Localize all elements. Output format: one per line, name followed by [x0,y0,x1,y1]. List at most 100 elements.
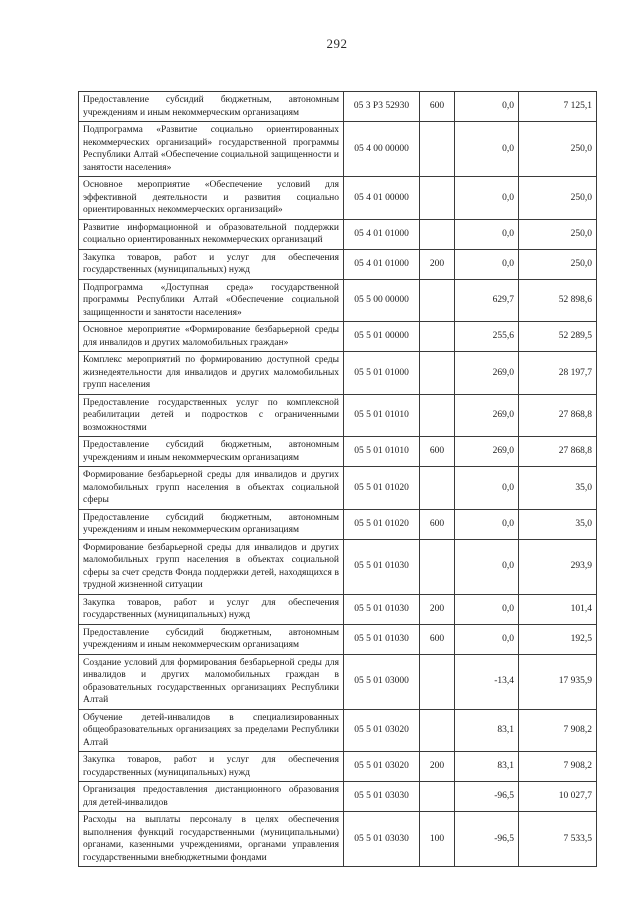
row-amount-change-cell: 0,0 [454,121,519,177]
row-description-cell: Подпрограмма «Доступная среда» государст… [78,278,344,322]
row-amount-total-cell: 7 908,2 [518,708,597,752]
row-description-cell: Закупка товаров, работ и услуг для обесп… [78,751,344,782]
table-row: Создание условий для формирования безбар… [78,653,597,710]
row-code-cell: 05 3 Р3 52930 [343,91,420,122]
table-row: Основное мероприятие «Формирование безба… [78,321,597,352]
row-code-cell: 05 5 01 03030 [343,781,420,812]
row-code-cell: 05 5 01 01030 [343,593,420,625]
row-amount-change-cell: -96,5 [454,781,519,812]
row-amount-change-cell: 269,0 [454,393,519,437]
row-description-cell: Закупка товаров, работ и услуг для обесп… [78,248,344,280]
row-expense-type-cell: 100 [419,811,455,867]
row-description-cell: Подпрограмма «Развитие социально ориенти… [78,121,344,177]
table-row: Обучение детей-инвалидов в специализиров… [78,708,597,752]
row-expense-type-cell [419,653,455,710]
row-amount-total-cell: 7 533,5 [518,811,597,867]
row-description-cell: Формирование безбарьерной среды для инва… [78,538,344,595]
row-expense-type-cell [419,218,455,250]
row-amount-change-cell: 0,0 [454,91,519,122]
table-row: Предоставление субсидий бюджетным, автон… [78,508,597,540]
row-code-cell: 05 5 01 03000 [343,653,420,710]
row-description-cell: Создание условий для формирования безбар… [78,653,344,710]
row-code-cell: 05 5 01 03020 [343,708,420,752]
row-amount-total-cell: 52 898,6 [518,278,597,322]
row-description-cell: Закупка товаров, работ и услуг для обесп… [78,593,344,625]
row-code-cell: 05 5 01 01030 [343,538,420,595]
table-row: Предоставление субсидий бюджетным, автон… [78,436,597,467]
row-code-cell: 05 5 01 03020 [343,751,420,782]
row-expense-type-cell [419,708,455,752]
row-code-cell: 05 4 01 00000 [343,176,420,220]
table-row: Предоставление субсидий бюджетным, автон… [78,91,597,122]
row-amount-total-cell: 7 908,2 [518,751,597,782]
table-row: Основное мероприятие «Обеспечение услови… [78,176,597,220]
row-amount-change-cell: 255,6 [454,321,519,352]
row-amount-total-cell: 250,0 [518,248,597,280]
row-amount-total-cell: 27 868,8 [518,436,597,467]
row-expense-type-cell: 600 [419,623,455,655]
row-amount-total-cell: 17 935,9 [518,653,597,710]
table-row: Формирование безбарьерной среды для инва… [78,466,597,510]
table-row: Расходы на выплаты персоналу в целях обе… [78,811,597,867]
row-code-cell: 05 4 01 01000 [343,218,420,250]
row-amount-total-cell: 101,4 [518,593,597,625]
table-row: Развитие информационной и образовательно… [78,218,597,250]
row-expense-type-cell: 200 [419,751,455,782]
row-expense-type-cell: 200 [419,248,455,280]
row-description-cell: Расходы на выплаты персоналу в целях обе… [78,811,344,867]
row-amount-total-cell: 10 027,7 [518,781,597,812]
row-amount-change-cell: 269,0 [454,436,519,467]
row-amount-change-cell: 269,0 [454,351,519,395]
row-description-cell: Основное мероприятие «Обеспечение услови… [78,176,344,220]
table-row: Закупка товаров, работ и услуг для обесп… [78,593,597,625]
row-amount-change-cell: 629,7 [454,278,519,322]
row-amount-total-cell: 250,0 [518,218,597,250]
table-row: Закупка товаров, работ и услуг для обесп… [78,248,597,280]
row-code-cell: 05 5 00 00000 [343,278,420,322]
row-code-cell: 05 5 01 01020 [343,508,420,540]
row-amount-change-cell: 0,0 [454,218,519,250]
row-expense-type-cell [419,351,455,395]
row-amount-total-cell: 28 197,7 [518,351,597,395]
table-row: Организация предоставления дистанционног… [78,781,597,812]
row-description-cell: Организация предоставления дистанционног… [78,781,344,812]
row-description-cell: Предоставление государственных услуг по … [78,393,344,437]
row-expense-type-cell [419,393,455,437]
row-expense-type-cell [419,538,455,595]
row-description-cell: Развитие информационной и образовательно… [78,218,344,250]
row-amount-total-cell: 293,9 [518,538,597,595]
row-description-cell: Предоставление субсидий бюджетным, автон… [78,91,344,122]
row-code-cell: 05 5 01 01020 [343,466,420,510]
row-amount-total-cell: 250,0 [518,176,597,220]
row-expense-type-cell [419,176,455,220]
row-amount-total-cell: 192,5 [518,623,597,655]
row-code-cell: 05 5 01 01010 [343,393,420,437]
row-amount-change-cell: 0,0 [454,176,519,220]
table-row: Подпрограмма «Доступная среда» государст… [78,278,597,322]
row-amount-change-cell: 0,0 [454,593,519,625]
row-amount-change-cell: 0,0 [454,508,519,540]
row-amount-change-cell: -96,5 [454,811,519,867]
row-code-cell: 05 5 01 01010 [343,436,420,467]
row-description-cell: Предоставление субсидий бюджетным, автон… [78,508,344,540]
row-expense-type-cell [419,321,455,352]
row-code-cell: 05 4 01 01000 [343,248,420,280]
row-code-cell: 05 5 01 01030 [343,623,420,655]
row-expense-type-cell [419,781,455,812]
row-amount-change-cell: 83,1 [454,708,519,752]
row-expense-type-cell [419,121,455,177]
row-description-cell: Предоставление субсидий бюджетным, автон… [78,623,344,655]
table-row: Предоставление субсидий бюджетным, автон… [78,623,597,655]
row-amount-total-cell: 52 289,5 [518,321,597,352]
row-amount-change-cell: 0,0 [454,466,519,510]
table-row: Предоставление государственных услуг по … [78,393,597,437]
table-row: Подпрограмма «Развитие социально ориенти… [78,121,597,177]
row-amount-change-cell: 83,1 [454,751,519,782]
table-row: Формирование безбарьерной среды для инва… [78,538,597,595]
row-expense-type-cell: 600 [419,91,455,122]
table-row: Комплекс мероприятий по формированию дос… [78,351,597,395]
row-description-cell: Формирование безбарьерной среды для инва… [78,466,344,510]
row-amount-total-cell: 27 868,8 [518,393,597,437]
row-amount-change-cell: 0,0 [454,538,519,595]
